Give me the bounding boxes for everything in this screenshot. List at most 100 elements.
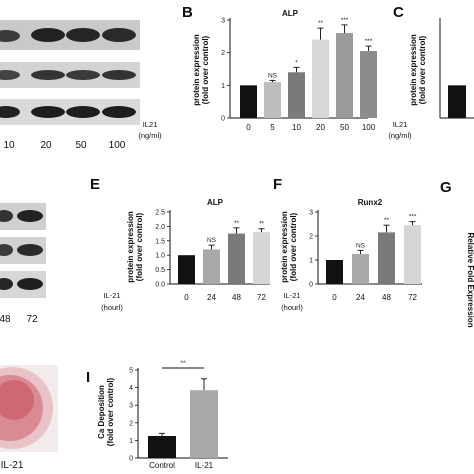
bar bbox=[312, 39, 329, 118]
y-tick-label: 1 bbox=[129, 438, 133, 445]
x-tick-label: 20 bbox=[316, 123, 325, 132]
y-tick-label: 0 bbox=[221, 116, 225, 123]
x-tick-label: IL-21 bbox=[195, 461, 214, 470]
bar bbox=[190, 390, 218, 458]
condition-unit: (ng/ml) bbox=[388, 131, 412, 140]
panel-g: G Relative Fold Expression bbox=[440, 179, 474, 328]
significance-label: ** bbox=[259, 221, 265, 228]
x-tick-label: 50 bbox=[340, 123, 349, 132]
chart-e: E ALP protein expression(fold over control… bbox=[90, 176, 270, 312]
y-axis-label: protein expression(fold over control) bbox=[192, 34, 210, 106]
panel-label: I bbox=[86, 369, 90, 386]
y-axis-label: protein expression(fold over control) bbox=[409, 34, 427, 106]
bar bbox=[240, 85, 257, 118]
x-tick-label: 0 bbox=[246, 123, 251, 132]
y-tick-label: 1 bbox=[221, 83, 225, 90]
chart-title: ALP bbox=[282, 9, 299, 18]
blot-bands-d bbox=[0, 210, 43, 290]
significance-label: NS bbox=[268, 72, 278, 79]
y-axis-label-line: Ca Deposition bbox=[97, 385, 106, 439]
x-tick-label: 24 bbox=[207, 293, 216, 302]
y-tick-label: 3 bbox=[309, 210, 313, 217]
chart-title: Runx2 bbox=[358, 198, 383, 207]
bar bbox=[360, 51, 377, 118]
y-tick-label: 2.0 bbox=[155, 224, 165, 231]
y-axis-label-line: protein expression bbox=[280, 211, 289, 283]
panel-d-blot: 48 72 bbox=[0, 203, 46, 325]
blot-bands-a bbox=[0, 28, 136, 118]
x-tick-label: 24 bbox=[356, 293, 365, 302]
bar bbox=[352, 254, 369, 284]
condition-label: IL-21 bbox=[103, 291, 120, 300]
bar bbox=[253, 232, 270, 284]
lane-label: 100 bbox=[109, 140, 126, 151]
condition-unit: (hourl) bbox=[281, 303, 303, 312]
y-tick-label: 0 bbox=[309, 282, 313, 289]
x-tick-label: 72 bbox=[257, 293, 266, 302]
y-axis-label-line: (fold over control) bbox=[289, 212, 298, 281]
lane-label: 72 bbox=[26, 314, 38, 325]
condition-label: IL21 bbox=[393, 120, 408, 129]
y-tick-label: 2.5 bbox=[155, 210, 165, 217]
y-axis-label: Ca Deposition(fold over control) bbox=[97, 377, 115, 446]
significance-label: NS bbox=[207, 237, 217, 244]
y-tick-label: 1 bbox=[309, 258, 313, 265]
x-tick-label: 0 bbox=[184, 293, 189, 302]
condition-unit: (ng/ml) bbox=[138, 131, 162, 140]
panel-label: F bbox=[273, 176, 282, 193]
significance-label: *** bbox=[409, 214, 417, 221]
lane-label: 20 bbox=[40, 140, 52, 151]
chart-b: B ALP protein expression(fold over control… bbox=[138, 4, 377, 140]
bar bbox=[448, 85, 466, 118]
photo-caption: IL-21 bbox=[1, 460, 24, 471]
significance-label: ** bbox=[234, 220, 240, 227]
y-axis-label-line: protein expression bbox=[409, 34, 418, 106]
y-tick-label: 0.5 bbox=[155, 267, 165, 274]
x-tick-label: 5 bbox=[270, 123, 275, 132]
y-tick-label: 2 bbox=[309, 234, 313, 241]
chart-title: ALP bbox=[207, 198, 224, 207]
y-tick-label: 2 bbox=[129, 420, 133, 427]
bar bbox=[336, 33, 353, 118]
bar bbox=[288, 72, 305, 118]
bar bbox=[203, 249, 220, 284]
y-axis-label-line: (fold over control) bbox=[106, 377, 115, 446]
y-tick-label: 5 bbox=[129, 368, 133, 375]
significance-label: *** bbox=[341, 17, 349, 24]
bar bbox=[264, 82, 281, 118]
x-tick-label: 100 bbox=[362, 123, 376, 132]
x-tick-label: 0 bbox=[332, 293, 337, 302]
y-axis-label-line: (fold over control) bbox=[201, 35, 210, 104]
condition-unit: (hourl) bbox=[101, 303, 123, 312]
significance-label: ** bbox=[384, 217, 390, 224]
y-tick-label: 2 bbox=[221, 50, 225, 57]
panel-h-stain-photo: IL-21 bbox=[0, 365, 58, 471]
y-tick-label: 4 bbox=[129, 385, 133, 392]
y-axis-label-line: protein expression bbox=[192, 34, 201, 106]
y-tick-label: 0.0 bbox=[155, 282, 165, 289]
chart-f: F Runx2 protein expression(fold over contr… bbox=[273, 176, 422, 312]
condition-label: IL21 bbox=[143, 120, 158, 129]
significance-label: ** bbox=[318, 20, 324, 27]
y-axis-label-line: (fold over control) bbox=[418, 35, 427, 104]
x-tick-label: 48 bbox=[232, 293, 241, 302]
y-tick-label: 1.0 bbox=[155, 253, 165, 260]
y-axis-label: protein expression(fold over control) bbox=[280, 211, 298, 283]
condition-label: IL-21 bbox=[283, 291, 300, 300]
panel-label: C bbox=[393, 4, 404, 21]
lane-label: 48 bbox=[0, 314, 11, 325]
bar bbox=[378, 232, 395, 284]
significance-label: ** bbox=[180, 360, 186, 367]
significance-label: *** bbox=[365, 38, 373, 45]
panel-label: B bbox=[182, 4, 193, 21]
lane-label: 10 bbox=[3, 140, 15, 151]
panel-a-blot: 10 20 50 100 bbox=[0, 20, 140, 151]
y-axis-label: protein expression(fold over control) bbox=[126, 211, 144, 283]
bar bbox=[148, 436, 176, 458]
y-tick-label: 0 bbox=[129, 456, 133, 463]
bar bbox=[326, 260, 343, 284]
bar bbox=[178, 255, 195, 284]
